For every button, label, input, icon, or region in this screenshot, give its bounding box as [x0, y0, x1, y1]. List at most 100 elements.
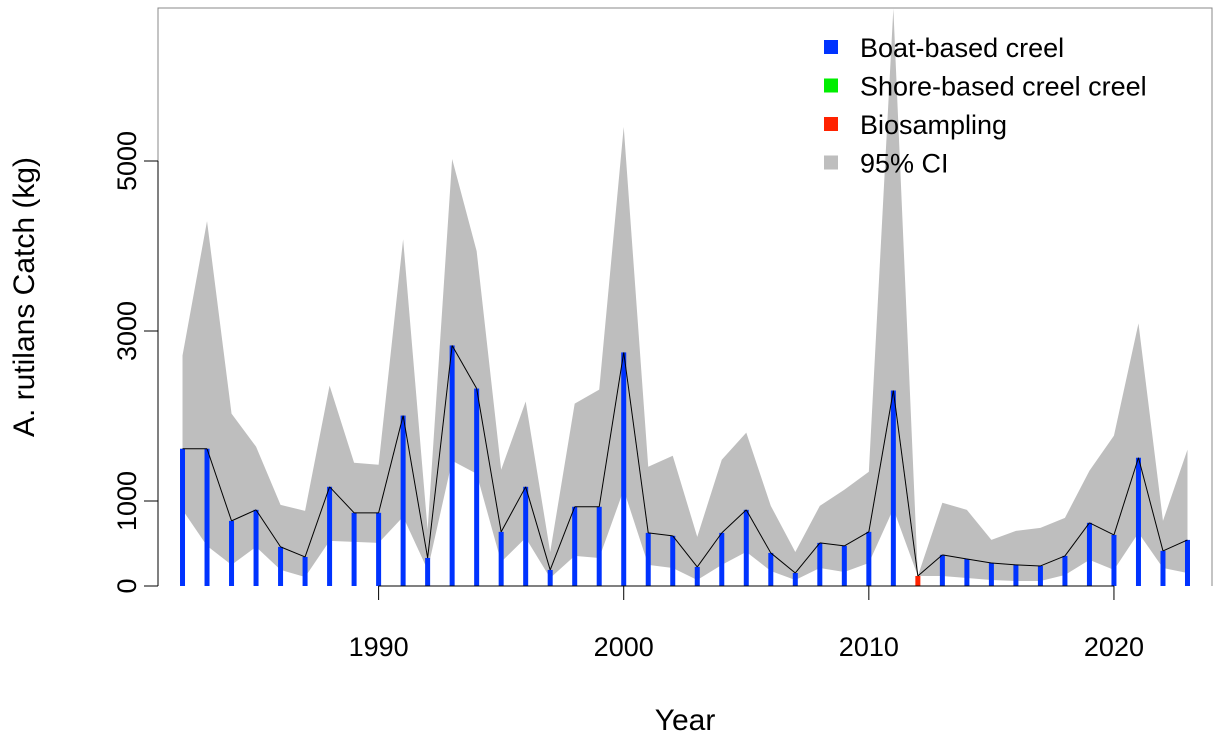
- total-line: [1064, 522, 1090, 557]
- x-tick-label: 1990: [349, 632, 409, 662]
- bar: [1111, 534, 1117, 586]
- total-line: [280, 546, 306, 558]
- total-line: [378, 415, 404, 513]
- bar: [915, 575, 921, 586]
- total-line: [917, 554, 943, 577]
- bar: [694, 566, 700, 586]
- legend-label: Shore-based creel creel: [860, 72, 1147, 102]
- bar: [866, 531, 872, 586]
- total-line: [721, 509, 747, 534]
- x-tick-label: 2020: [1084, 632, 1144, 662]
- total-line: [819, 542, 845, 547]
- total-line: [868, 390, 894, 532]
- total-line: [255, 509, 281, 548]
- total-line: [696, 532, 723, 568]
- total-line: [451, 345, 478, 389]
- bar: [572, 506, 578, 586]
- legend-swatch: [824, 117, 838, 131]
- total-line: [206, 448, 233, 522]
- total-line: [598, 352, 625, 507]
- x-tick-label: 2010: [839, 632, 899, 662]
- bar: [964, 558, 970, 586]
- y-tick-label: 3000: [112, 301, 142, 361]
- bar: [1086, 522, 1092, 586]
- bar: [890, 390, 896, 586]
- x-tick-label: 2000: [594, 632, 654, 662]
- bar: [1062, 555, 1068, 586]
- total-line: [942, 554, 967, 560]
- total-line: [1113, 457, 1139, 536]
- y-axis-label: A. rutilans Catch (kg): [8, 157, 41, 437]
- total-line: [304, 486, 331, 558]
- bar: [939, 554, 945, 586]
- total-line: [966, 558, 992, 564]
- total-line: [794, 542, 821, 574]
- y-tick-label: 5000: [112, 131, 142, 191]
- total-line: [402, 415, 429, 559]
- total-line: [1040, 555, 1066, 567]
- bar: [229, 520, 235, 586]
- bar: [1013, 564, 1019, 586]
- bar: [1135, 457, 1141, 586]
- legend-label: Boat-based creel: [860, 33, 1064, 63]
- bar: [180, 448, 186, 586]
- total-line: [1137, 457, 1164, 552]
- total-line: [427, 345, 453, 559]
- total-line: [844, 531, 870, 547]
- bar: [792, 572, 798, 586]
- bar: [1037, 565, 1043, 586]
- bar: [743, 509, 749, 586]
- total-line: [745, 509, 772, 554]
- total-line: [329, 486, 355, 514]
- bar: [988, 562, 994, 586]
- bar: [596, 506, 602, 586]
- bar: [621, 352, 627, 586]
- legend-swatch: [824, 78, 838, 93]
- total-line: [525, 486, 551, 571]
- bar: [841, 545, 847, 586]
- bar: [253, 509, 259, 586]
- bar: [719, 532, 725, 586]
- total-line: [770, 552, 796, 574]
- bar: [1160, 550, 1166, 586]
- bar: [498, 531, 504, 586]
- bar: [351, 512, 357, 586]
- legend-label: Biosampling: [860, 110, 1007, 140]
- bar: [1184, 539, 1190, 586]
- bar: [425, 557, 431, 586]
- total-line: [1162, 539, 1188, 552]
- bar: [376, 512, 382, 586]
- bar: [327, 486, 333, 586]
- legend-label: 95% CI: [860, 149, 949, 179]
- total-line: [549, 506, 576, 571]
- ci-band: [182, 8, 1188, 581]
- y-tick-label: 1000: [112, 471, 142, 531]
- total-line: [672, 535, 698, 568]
- bar: [768, 552, 774, 586]
- total-line: [623, 352, 649, 533]
- y-tick-label: 0: [112, 578, 142, 593]
- total-line: [500, 486, 527, 533]
- bar: [449, 345, 455, 586]
- bar: [645, 532, 651, 586]
- total-line: [892, 390, 919, 577]
- total-line: [1089, 522, 1115, 536]
- total-line: [648, 532, 673, 537]
- total-line: [476, 388, 502, 532]
- bar: [278, 546, 284, 586]
- bar: [523, 486, 529, 586]
- total-line: [1015, 564, 1041, 567]
- bar: [302, 556, 308, 586]
- legend-swatch: [824, 40, 838, 54]
- bar: [204, 448, 210, 586]
- bar: [817, 542, 823, 586]
- x-axis-label: Year: [655, 704, 716, 734]
- legend-swatch: [824, 155, 838, 170]
- bar: [400, 415, 406, 586]
- bar: [670, 535, 676, 586]
- total-line: [991, 562, 1016, 566]
- bar: [547, 569, 553, 586]
- bar: [474, 388, 480, 586]
- total-line: [231, 509, 257, 522]
